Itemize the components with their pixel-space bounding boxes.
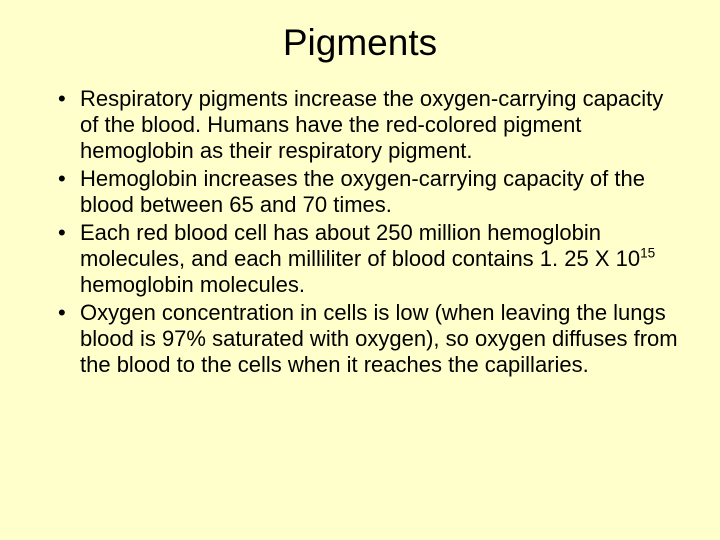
bullet-text: Hemoglobin increases the oxygen-carrying… [80, 166, 645, 217]
bullet-text: Oxygen concentration in cells is low (wh… [80, 300, 678, 377]
list-item: Oxygen concentration in cells is low (wh… [58, 300, 680, 378]
list-item: Hemoglobin increases the oxygen-carrying… [58, 166, 680, 218]
bullet-list: Respiratory pigments increase the oxygen… [40, 86, 680, 377]
slide-title: Pigments [40, 22, 680, 64]
bullet-text: Each red blood cell has about 250 millio… [80, 220, 655, 297]
list-item: Respiratory pigments increase the oxygen… [58, 86, 680, 164]
list-item: Each red blood cell has about 250 millio… [58, 220, 680, 298]
bullet-text: Respiratory pigments increase the oxygen… [80, 86, 663, 163]
